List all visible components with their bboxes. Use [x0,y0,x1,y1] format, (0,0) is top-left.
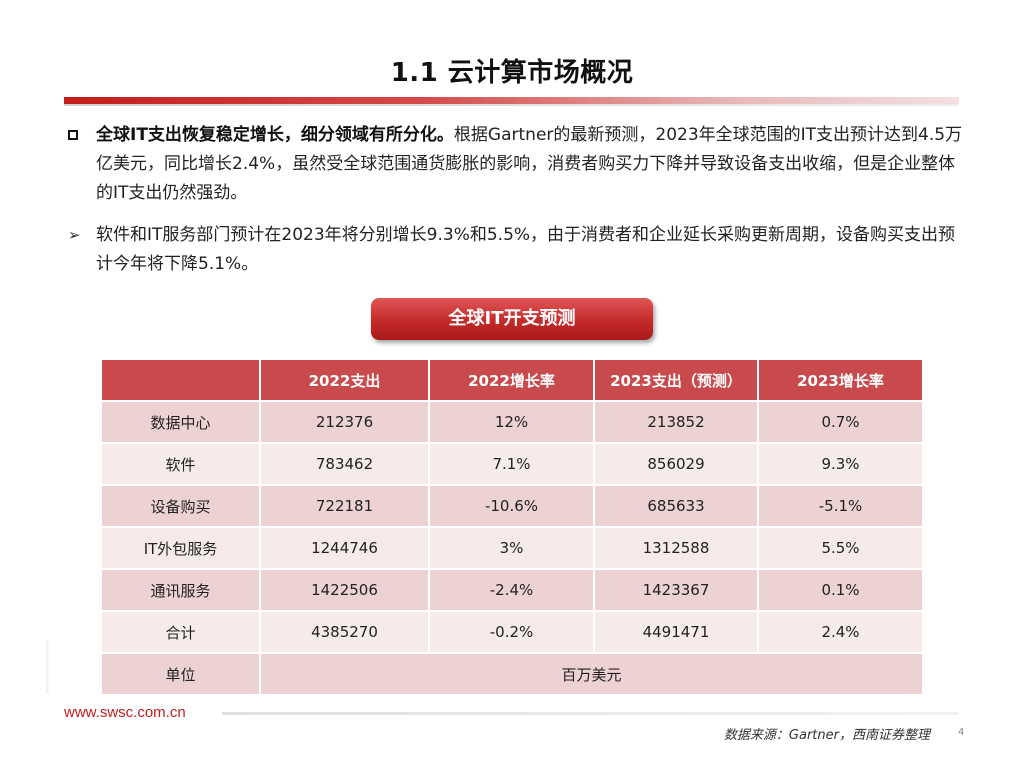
table-header-row: 2022支出 2022增长率 2023支出（预测） 2023增长率 [102,360,922,402]
title-divider-shadow [64,104,959,106]
table-cell: 213852 [594,401,759,444]
table-cell: 4491471 [594,611,759,654]
table-cell: 9.3% [758,443,922,486]
table-row: 合计 4385270 -0.2% 4491471 2.4% [102,611,922,654]
table-cell: 1422506 [260,569,430,612]
table-unit-row: 单位 百万美元 [102,653,922,696]
footer-divider [222,712,959,715]
table-row: IT外包服务 1244746 3% 1312588 5.5% [102,527,922,570]
arrow-bullet-icon: ➢ [68,226,81,244]
footer-url-link[interactable]: www.swsc.com.cn [64,704,186,721]
table-cell: IT外包服务 [102,527,261,570]
table-cell: 2.4% [758,611,922,654]
table-header-cell: 2023增长率 [758,360,922,402]
table-cell: 合计 [102,611,261,654]
table-cell: 1312588 [594,527,759,570]
unit-value-cell: 百万美元 [260,653,922,696]
table-cell: 5.5% [758,527,922,570]
table-cell: -2.4% [429,569,595,612]
page-title: 1.1 云计算市场概况 [390,58,634,88]
table-cell: 通讯服务 [102,569,261,612]
page-number: 4 [958,727,965,738]
table-header-cell [102,360,261,402]
square-bullet-icon [68,130,78,140]
table-cell: 12% [429,401,595,444]
table-cell: 1244746 [260,527,430,570]
main-bullet-lead: 全球IT支出恢复稳定增长，细分领域有所分化。 [96,125,454,145]
table-cell: -5.1% [758,485,922,528]
table-cell: 722181 [260,485,430,528]
unit-label-cell: 单位 [102,653,261,696]
table-cell: 0.1% [758,569,922,612]
table-header-cell: 2022支出 [260,360,430,402]
main-bullet-text: 全球IT支出恢复稳定增长，细分领域有所分化。根据Gartner的最新预测，202… [96,121,968,208]
table-cell: 685633 [594,485,759,528]
table-cell: 4385270 [260,611,430,654]
main-bullet: 全球IT支出恢复稳定增长，细分领域有所分化。根据Gartner的最新预测，202… [68,121,968,208]
sub-bullet: ➢ 软件和IT服务部门预计在2023年将分别增长9.3%和5.5%，由于消费者和… [68,221,968,279]
decorative-shadow [46,640,50,694]
it-spending-table: 2022支出 2022增长率 2023支出（预测） 2023增长率 数据中心 2… [102,360,922,696]
table-cell: 856029 [594,443,759,486]
table-cell: 软件 [102,443,261,486]
title-divider [64,97,959,104]
table-cell: 设备购买 [102,485,261,528]
table-cell: 783462 [260,443,430,486]
table-cell: 7.1% [429,443,595,486]
table-cell: 1423367 [594,569,759,612]
table-row: 设备购买 722181 -10.6% 685633 -5.1% [102,485,922,528]
table-cell: -10.6% [429,485,595,528]
table-cell: 数据中心 [102,401,261,444]
table-row: 数据中心 212376 12% 213852 0.7% [102,401,922,444]
table-cell: 3% [429,527,595,570]
source-note: 数据来源：Gartner，西南证券整理 [723,728,930,743]
table-title-button: 全球IT开支预测 [371,298,653,340]
table-cell: 212376 [260,401,430,444]
table-header-cell: 2022增长率 [429,360,595,402]
main-bullet-body: 根据Gartner的最新预测，2023年全球范围的IT支出预计达到4.5万亿美元… [96,125,963,203]
table-cell: -0.2% [429,611,595,654]
table-row: 通讯服务 1422506 -2.4% 1423367 0.1% [102,569,922,612]
table-row: 软件 783462 7.1% 856029 9.3% [102,443,922,486]
table-cell: 0.7% [758,401,922,444]
sub-bullet-text: 软件和IT服务部门预计在2023年将分别增长9.3%和5.5%，由于消费者和企业… [96,225,956,274]
table-header-cell: 2023支出（预测） [594,360,759,402]
